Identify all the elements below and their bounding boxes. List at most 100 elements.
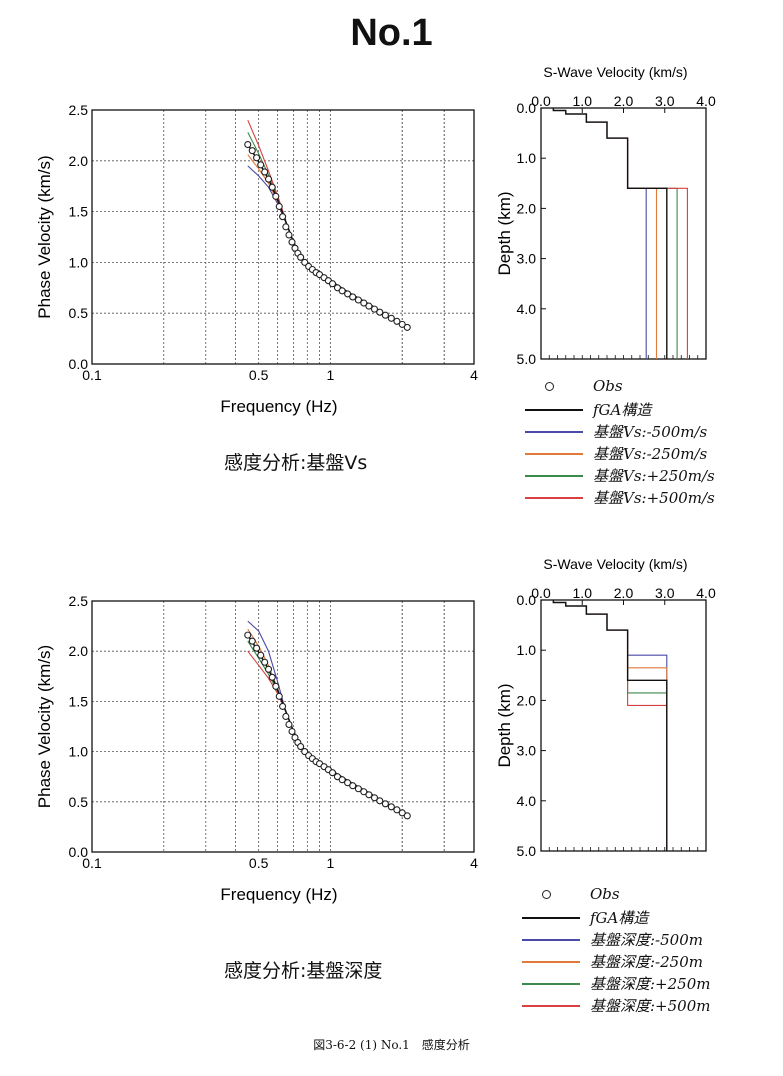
chart0-obs-point — [393, 317, 401, 325]
chart2-ytick-label: 2.5 — [69, 593, 89, 609]
legend-line-marker — [525, 453, 583, 455]
legend-label: 基盤Vs:-500m/s — [593, 423, 708, 441]
chart0-obs-point — [398, 320, 406, 328]
chart1-frame — [540, 107, 707, 360]
chart0-obs-point — [288, 238, 296, 246]
chart2-obs-point — [279, 702, 287, 710]
legend-label: 基盤深度:-500m — [590, 931, 703, 949]
legend-line-marker — [522, 983, 580, 985]
chart0-obs-point — [360, 299, 368, 307]
chart1-series-line — [552, 108, 668, 359]
chart2-ytick-label: 1.0 — [69, 744, 89, 760]
chart3-series-line — [552, 600, 668, 851]
chart3-title: S-Wave Velocity (km/s) — [543, 556, 687, 572]
chart3-ytick-label: 0.0 — [517, 592, 537, 608]
section-caption-depth: 感度分析:基盤深度 — [224, 960, 383, 982]
chart3-series-line — [552, 600, 668, 851]
legend-label: fGA構造 — [590, 909, 649, 927]
chart2-obs-point — [282, 712, 290, 721]
chart3-ytick-label: 5.0 — [517, 843, 537, 859]
chart2-ytick-label: 2.0 — [69, 643, 89, 659]
chart2-obs-point — [275, 692, 283, 700]
chart2-xlabel: Frequency (Hz) — [220, 885, 337, 904]
chart2-obs-point — [360, 788, 368, 796]
chart2-obs-point — [288, 727, 296, 736]
legend-label: fGA構造 — [593, 401, 652, 419]
chart2-xtick-label: 1 — [327, 855, 335, 871]
chart0-obs-point — [272, 192, 280, 200]
chart1-xtick-label: 0.0 — [531, 93, 551, 109]
chart2-ylabel: Phase Velocity (km/s) — [35, 645, 54, 808]
legend-line-marker — [522, 917, 580, 919]
legend-label: 基盤深度:+250m — [590, 975, 711, 993]
chart0-obs-point — [354, 296, 362, 304]
chart2-obs-point — [376, 797, 384, 805]
chart0-obs-point — [387, 314, 395, 322]
chart2-obs-point — [264, 665, 273, 673]
chart0-ytick-label: 2.0 — [69, 153, 89, 169]
chart2-obs-point — [403, 812, 411, 820]
chart0-obs-point — [297, 253, 305, 261]
chart2-xtick-label: 0.5 — [249, 855, 269, 871]
chart2-obs-point — [244, 631, 252, 639]
chart0-ytick-label: 1.0 — [69, 254, 89, 270]
chart0-obs-point — [282, 223, 290, 231]
chart0-obs-point — [328, 280, 337, 288]
chart0-xlabel: Frequency (Hz) — [220, 397, 337, 416]
legend-line-marker — [525, 409, 583, 411]
chart3-xtick-label: 3.0 — [655, 585, 675, 601]
chart0-obs-point — [403, 323, 411, 331]
chart2-obs-point — [253, 644, 261, 652]
legend-label: Obs — [593, 377, 623, 395]
chart2-obs-point — [297, 743, 305, 751]
legend-label: 基盤深度:-250m — [590, 953, 703, 971]
legend-label: Obs — [590, 885, 620, 903]
legend-label: 基盤Vs:+250m/s — [593, 467, 715, 485]
chart2-obs-point — [261, 658, 269, 666]
chart3-series-line — [552, 600, 668, 851]
chart3-xtick-label: 1.0 — [573, 585, 593, 601]
chart0-obs-point — [257, 161, 265, 169]
chart2-obs-point — [285, 720, 293, 729]
chart0-series-line — [247, 144, 408, 329]
chart3-ytick-label: 4.0 — [517, 793, 537, 809]
chart3-ylabel: Depth (km) — [495, 683, 514, 767]
chart2-obs-point — [344, 779, 352, 787]
chart3-series-line — [552, 600, 668, 851]
chart2-obs-point — [338, 776, 346, 784]
figure-caption: 図3-6-2 (1) No.1 感度分析 — [313, 1038, 470, 1052]
chart3-series-line — [552, 600, 668, 851]
chart3-frame — [540, 599, 707, 852]
chart2-obs-point — [354, 785, 362, 793]
chart0-xtick-label: 0.5 — [249, 367, 269, 383]
chart0-obs-point — [268, 183, 276, 191]
chart0-obs-point — [275, 202, 283, 211]
chart0-obs-point — [244, 140, 252, 149]
legend-label: 基盤深度:+500m — [590, 997, 711, 1015]
chart2-xtick-label: 4 — [470, 855, 478, 871]
chart1-series-line — [552, 108, 658, 359]
chart1-ylabel: Depth (km) — [495, 191, 514, 275]
chart1-ytick-label: 0.0 — [517, 100, 537, 116]
page-title: No.1 — [350, 12, 433, 54]
chart2-obs-point — [268, 673, 276, 681]
legend-circle-marker — [545, 382, 554, 391]
chart3-xtick-label: 4.0 — [696, 585, 716, 601]
legend-circle-marker — [542, 890, 551, 899]
chart2-ytick-label: 0.5 — [69, 794, 89, 810]
chart1-xtick-label: 3.0 — [655, 93, 675, 109]
chart3-ytick-label: 3.0 — [517, 743, 537, 759]
legend-vs: Obs fGA構造基盤Vs:-500m/s 基盤Vs:-250m/s 基盤Vs:+25… — [525, 377, 765, 511]
chart3-ytick-label: 2.0 — [517, 692, 537, 708]
chart0-frame — [91, 109, 475, 365]
chart2-obs-point — [272, 682, 280, 690]
legend-line-marker — [522, 961, 580, 963]
legend-label: 基盤Vs:-250m/s — [593, 445, 708, 463]
chart1-ytick-label: 5.0 — [517, 351, 537, 367]
chart0-ytick-label: 2.5 — [69, 102, 89, 118]
chart1-series-line — [552, 108, 678, 359]
chart2-obs-point — [248, 637, 256, 645]
chart0-ytick-label: 0.5 — [69, 305, 89, 321]
chart2-obs-point — [257, 651, 265, 659]
